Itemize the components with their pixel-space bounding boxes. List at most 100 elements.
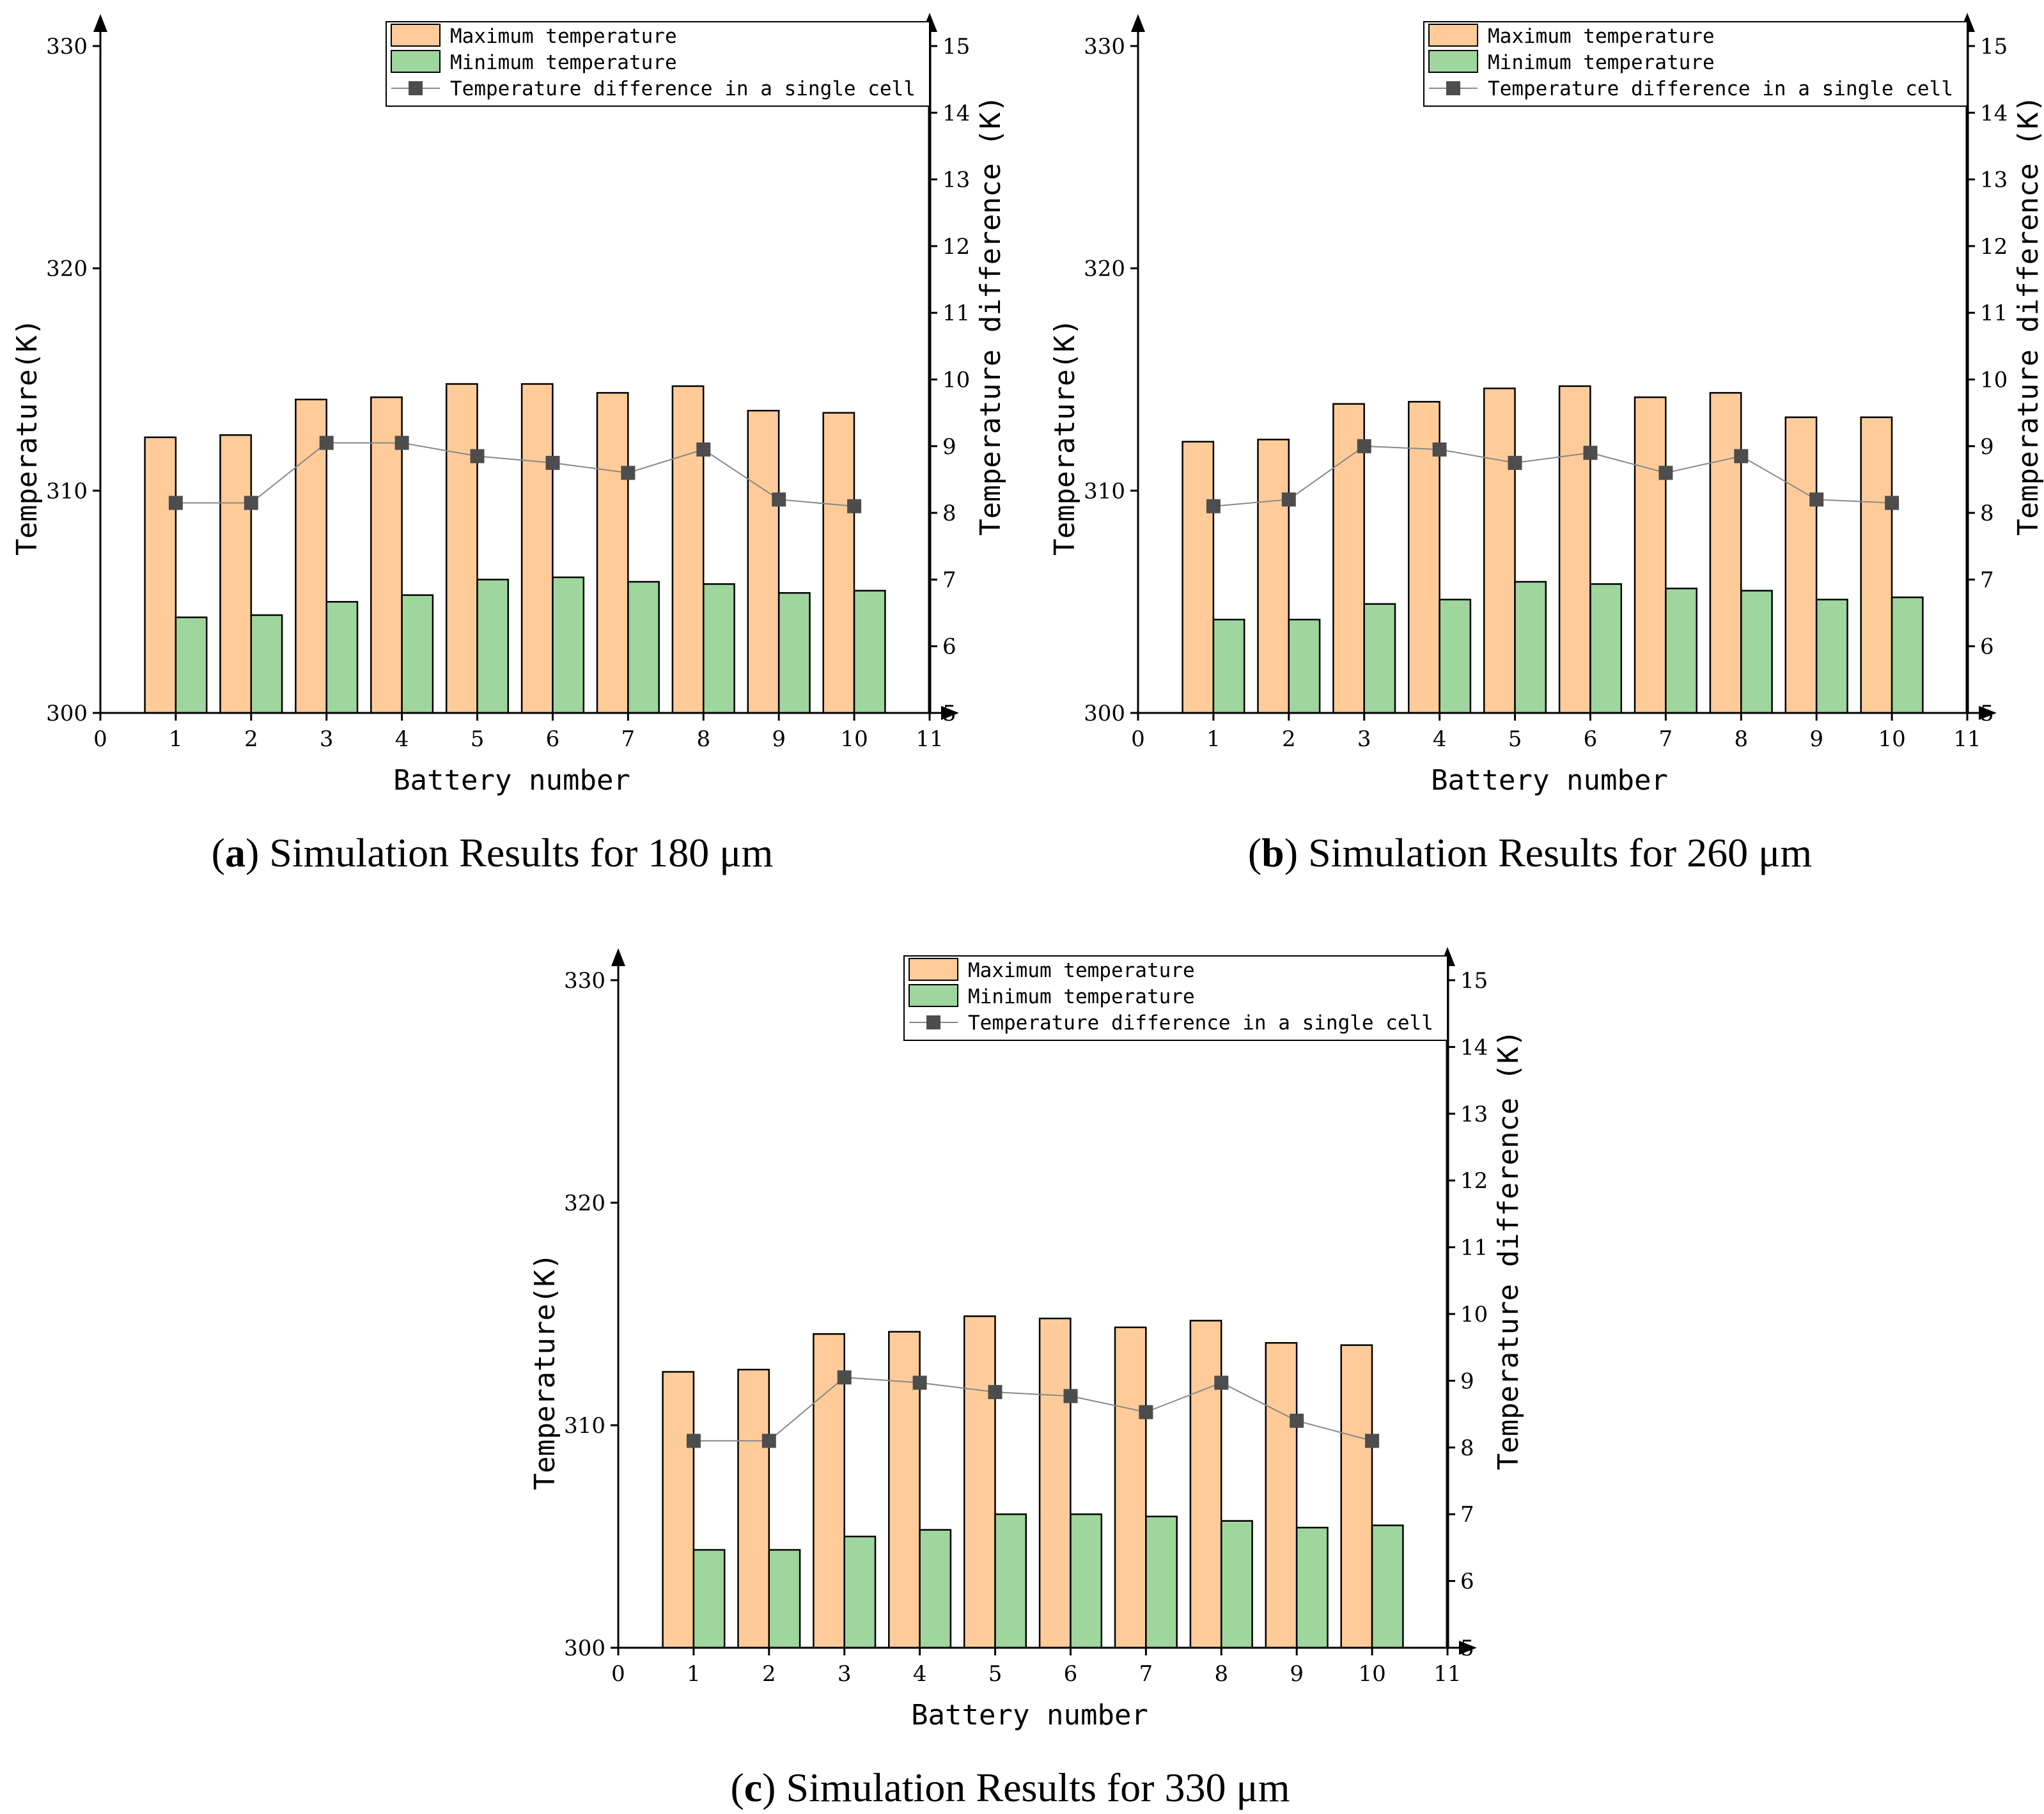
y2-tick-label: 11: [1980, 301, 2008, 326]
min-temp-bar-4: [1439, 598, 1472, 714]
min-temp-bar-5: [476, 579, 510, 714]
x-tick-label: 5: [471, 726, 485, 752]
y-tick-label: 330: [564, 968, 605, 994]
min-temp-bar-8: [1221, 1520, 1253, 1649]
y2-tick-label: 6: [1460, 1569, 1474, 1595]
y2-tick-label: 12: [1460, 1168, 1488, 1194]
legend-swatch-max: [909, 958, 958, 981]
legend-label: Temperature difference in a single cell: [450, 77, 916, 100]
x-axis-title: Battery number: [1431, 764, 1668, 797]
panel-caption: (b) Simulation Results for 260 μm: [1248, 830, 1812, 875]
temp-difference-marker-6: [1583, 446, 1598, 460]
y2-tick-label: 11: [942, 301, 970, 326]
legend: Maximum temperature Minimum temperature Te…: [1423, 21, 1968, 107]
legend-label: Minimum temperature: [1488, 51, 1715, 74]
y-tick-label: 310: [564, 1413, 605, 1439]
y2-tick-label: 7: [1980, 567, 1994, 593]
x-tick-label: 4: [395, 726, 409, 752]
min-temp-bar-7: [1145, 1515, 1178, 1649]
y-tick-label: 330: [1084, 34, 1125, 59]
min-temp-bar-7: [1665, 588, 1697, 714]
min-temp-bar-7: [627, 581, 660, 714]
left-y-axis-arrow: [1131, 14, 1145, 32]
max-temp-bar-2: [737, 1368, 770, 1649]
y2-tick-label: 5: [1980, 701, 1994, 726]
caption-text: Simulation Results for 260 μm: [1308, 830, 1812, 875]
temp-difference-marker-3: [319, 435, 334, 450]
max-temp-bar-9: [747, 409, 780, 714]
y2-tick-label: 10: [1980, 368, 2008, 393]
x-tick-label: 8: [1214, 1661, 1228, 1687]
x-tick-label: 0: [611, 1661, 625, 1687]
max-temp-bar-1: [1182, 441, 1215, 714]
temp-difference-marker-2: [244, 496, 258, 510]
min-temp-bar-1: [175, 616, 208, 714]
y-tick-label: 330: [46, 34, 88, 59]
max-temp-bar-2: [219, 434, 253, 714]
caption-paren-close: ): [246, 830, 269, 875]
y-tick-label: 300: [1084, 701, 1125, 726]
min-temp-bar-9: [1815, 598, 1848, 714]
max-temp-bar-9: [1784, 416, 1818, 714]
y-tick-label: 310: [1084, 478, 1125, 504]
x-tick-label: 6: [546, 726, 560, 752]
legend-swatch-min: [1428, 50, 1478, 73]
legend-swatch-marker: [409, 81, 423, 95]
y-tick-label: 310: [46, 478, 88, 504]
y2-tick-label: 14: [942, 100, 970, 126]
min-temp-bar-5: [994, 1513, 1027, 1649]
max-temp-bar-10: [1860, 416, 1893, 714]
x-tick-label: 1: [687, 1661, 701, 1687]
temp-difference-marker-8: [1734, 449, 1749, 464]
x-tick-label: 9: [1290, 1661, 1304, 1687]
caption-text: Simulation Results for 330 μm: [786, 1765, 1290, 1810]
y2-tick-label: 9: [942, 434, 956, 460]
max-temp-bar-3: [1332, 403, 1365, 714]
legend: Maximum temperature Minimum temperature Te…: [386, 21, 930, 107]
y2-tick-label: 7: [1460, 1502, 1474, 1528]
y2-tick-label: 11: [1460, 1235, 1488, 1261]
temp-difference-marker-5: [1508, 455, 1522, 470]
temp-difference-marker-9: [772, 492, 786, 507]
legend-swatch-min: [391, 50, 441, 73]
temp-difference-marker-1: [1206, 499, 1221, 513]
max-temp-bar-5: [1483, 387, 1516, 714]
y-tick-label: 320: [564, 1191, 605, 1216]
temp-difference-marker-2: [761, 1434, 776, 1448]
y2-tick-label: 15: [1460, 968, 1488, 994]
x-tick-label: 11: [1433, 1661, 1461, 1687]
y2-tick-label: 13: [942, 168, 970, 193]
x-tick-label: 7: [1659, 726, 1673, 752]
x-tick-label: 8: [1734, 726, 1748, 752]
caption-paren-open: (: [730, 1765, 744, 1810]
min-temp-bar-1: [692, 1549, 726, 1649]
max-temp-bar-2: [1257, 439, 1290, 714]
max-temp-bar-5: [963, 1315, 996, 1649]
min-temp-bar-10: [853, 590, 886, 714]
panel-caption: (c) Simulation Results for 330 μm: [730, 1765, 1290, 1810]
legend-swatch-max: [1428, 24, 1478, 47]
legend-swatch-min: [909, 984, 958, 1007]
y2-tick-label: 15: [942, 34, 970, 59]
temp-difference-marker-8: [1214, 1375, 1229, 1390]
x-tick-label: 0: [1131, 726, 1145, 752]
x-tick-label: 5: [988, 1661, 1002, 1687]
x-tick-label: 2: [244, 726, 258, 752]
x-axis-title: Battery number: [393, 764, 630, 797]
x-axis-title: Battery number: [911, 1699, 1148, 1732]
legend-swatch-marker: [926, 1015, 940, 1029]
legend-label: Temperature difference in a single cell: [968, 1012, 1433, 1035]
temp-difference-marker-6: [1063, 1389, 1078, 1404]
min-temp-bar-3: [1363, 603, 1396, 714]
min-temp-bar-5: [1514, 581, 1547, 714]
caption-text: Simulation Results for 180 μm: [269, 830, 773, 875]
min-temp-bar-6: [552, 576, 585, 714]
temp-difference-line: [693, 1377, 1373, 1442]
y2-tick-label: 12: [942, 234, 970, 260]
y2-tick-label: 15: [1980, 34, 2008, 59]
temp-difference-marker-5: [470, 449, 485, 464]
max-temp-bar-8: [1709, 392, 1742, 714]
x-tick-label: 3: [1357, 726, 1371, 752]
